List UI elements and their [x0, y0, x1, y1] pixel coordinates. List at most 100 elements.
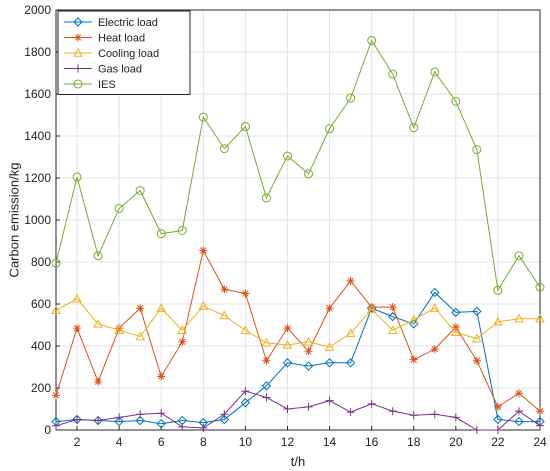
- x-tick-label: 20: [449, 435, 463, 449]
- data-point-triangle: [387, 325, 398, 334]
- data-point-diamond: [156, 418, 166, 429]
- y-axis-title: Carbon emission/kg: [7, 163, 22, 278]
- data-point-triangle: [73, 47, 83, 57]
- data-point-plus: [262, 393, 271, 402]
- data-point-asterisk: [283, 324, 292, 333]
- legend-label: Cooling load: [98, 48, 159, 60]
- data-point-asterisk: [430, 345, 439, 354]
- x-tick-label: 10: [239, 435, 253, 449]
- legend: Electric load Heat load Cooling load Gas lo…: [57, 10, 191, 95]
- data-point-triangle: [429, 303, 440, 312]
- data-point-plus: [451, 413, 460, 422]
- data-point-diamond: [261, 381, 272, 391]
- data-point-asterisk: [199, 246, 208, 255]
- data-point-triangle: [93, 318, 103, 328]
- data-point-plus: [472, 426, 481, 434]
- data-point-asterisk: [346, 276, 355, 285]
- data-point-asterisk: [157, 372, 166, 381]
- y-tick-label: 200: [31, 381, 51, 395]
- x-axis-ticks: 2 4 6 8 10 12 14 16 18 20 22 24: [74, 426, 547, 449]
- data-point-diamond: [282, 358, 293, 368]
- data-point-triangle: [282, 339, 293, 349]
- data-point-plus: [136, 410, 145, 419]
- data-point-triangle: [261, 337, 272, 347]
- data-point-triangle: [156, 303, 167, 312]
- x-tick-label: 24: [533, 435, 547, 449]
- data-point-diamond: [472, 306, 482, 317]
- data-point-asterisk: [94, 377, 103, 386]
- data-point-triangle: [177, 325, 188, 334]
- legend-item-electric-load: Electric load: [64, 17, 158, 29]
- data-point-circle: [409, 123, 419, 133]
- data-point-circle: [93, 251, 103, 261]
- legend-label: Heat load: [98, 33, 145, 45]
- data-point-triangle: [198, 301, 209, 310]
- x-tick-label: 12: [281, 435, 295, 449]
- x-tick-label: 18: [407, 435, 421, 449]
- data-point-plus: [367, 399, 376, 408]
- x-tick-label: 16: [365, 435, 379, 449]
- data-point-asterisk: [409, 355, 418, 364]
- y-tick-label: 0: [44, 423, 51, 437]
- data-point-asterisk: [472, 356, 481, 365]
- data-point-asterisk: [73, 324, 82, 333]
- data-point-plus: [115, 413, 124, 422]
- data-point-asterisk: [262, 356, 271, 365]
- data-point-triangle: [472, 333, 482, 343]
- y-tick-label: 800: [31, 255, 51, 269]
- data-point-plus: [74, 64, 82, 73]
- x-tick-label: 4: [116, 435, 123, 449]
- data-point-triangle: [51, 305, 61, 314]
- data-point-plus: [241, 387, 250, 396]
- data-point-circle: [240, 122, 250, 132]
- data-point-plus: [283, 405, 292, 413]
- data-point-plus: [346, 408, 355, 417]
- data-point-circle: [219, 144, 229, 154]
- data-point-triangle: [219, 310, 230, 320]
- data-point-triangle: [324, 342, 335, 351]
- data-point-diamond: [219, 414, 230, 425]
- series-heat-load: [52, 246, 544, 416]
- series-line-ies: [55, 39, 541, 292]
- data-point-asterisk: [451, 323, 460, 332]
- data-point-plus: [388, 407, 397, 416]
- data-point-circle: [325, 124, 335, 134]
- data-point-triangle: [345, 328, 356, 338]
- x-axis-title: t/h: [291, 454, 305, 469]
- data-point-plus: [430, 410, 439, 419]
- data-point-plus: [178, 422, 187, 431]
- data-point-circle: [51, 258, 61, 268]
- data-point-plus: [493, 426, 502, 434]
- y-tick-label: 2000: [24, 3, 51, 17]
- data-point-circle: [135, 186, 145, 196]
- data-point-triangle: [493, 316, 503, 326]
- y-axis-ticks: 0 200 400 600 800 1000 1200 1400 1600 1800 2000: [24, 3, 60, 437]
- data-point-triangle: [450, 327, 461, 337]
- x-tick-label: 22: [491, 435, 505, 449]
- y-tick-label: 600: [31, 297, 51, 311]
- legend-item-ies: IES: [64, 79, 116, 91]
- data-point-circle: [430, 67, 440, 77]
- data-point-diamond: [303, 361, 314, 371]
- data-point-triangle: [135, 331, 146, 341]
- y-tick-label: 1200: [24, 171, 51, 185]
- data-point-circle: [493, 285, 503, 295]
- data-point-circle: [451, 96, 461, 106]
- data-point-diamond: [73, 17, 83, 27]
- data-point-triangle: [240, 325, 251, 334]
- data-point-circle: [177, 226, 187, 235]
- data-point-circle: [282, 151, 292, 161]
- series-gas-load: [52, 387, 544, 434]
- data-point-triangle: [72, 293, 82, 303]
- x-tick-label: 14: [323, 435, 337, 449]
- data-point-diamond: [514, 416, 524, 427]
- legend-label: Electric load: [98, 17, 158, 29]
- data-point-circle: [261, 193, 271, 203]
- data-point-diamond: [493, 414, 503, 425]
- data-point-asterisk: [388, 303, 397, 312]
- series-ies: [51, 35, 545, 295]
- data-point-diamond: [345, 358, 356, 368]
- data-point-diamond: [324, 358, 335, 368]
- data-point-plus: [52, 421, 60, 430]
